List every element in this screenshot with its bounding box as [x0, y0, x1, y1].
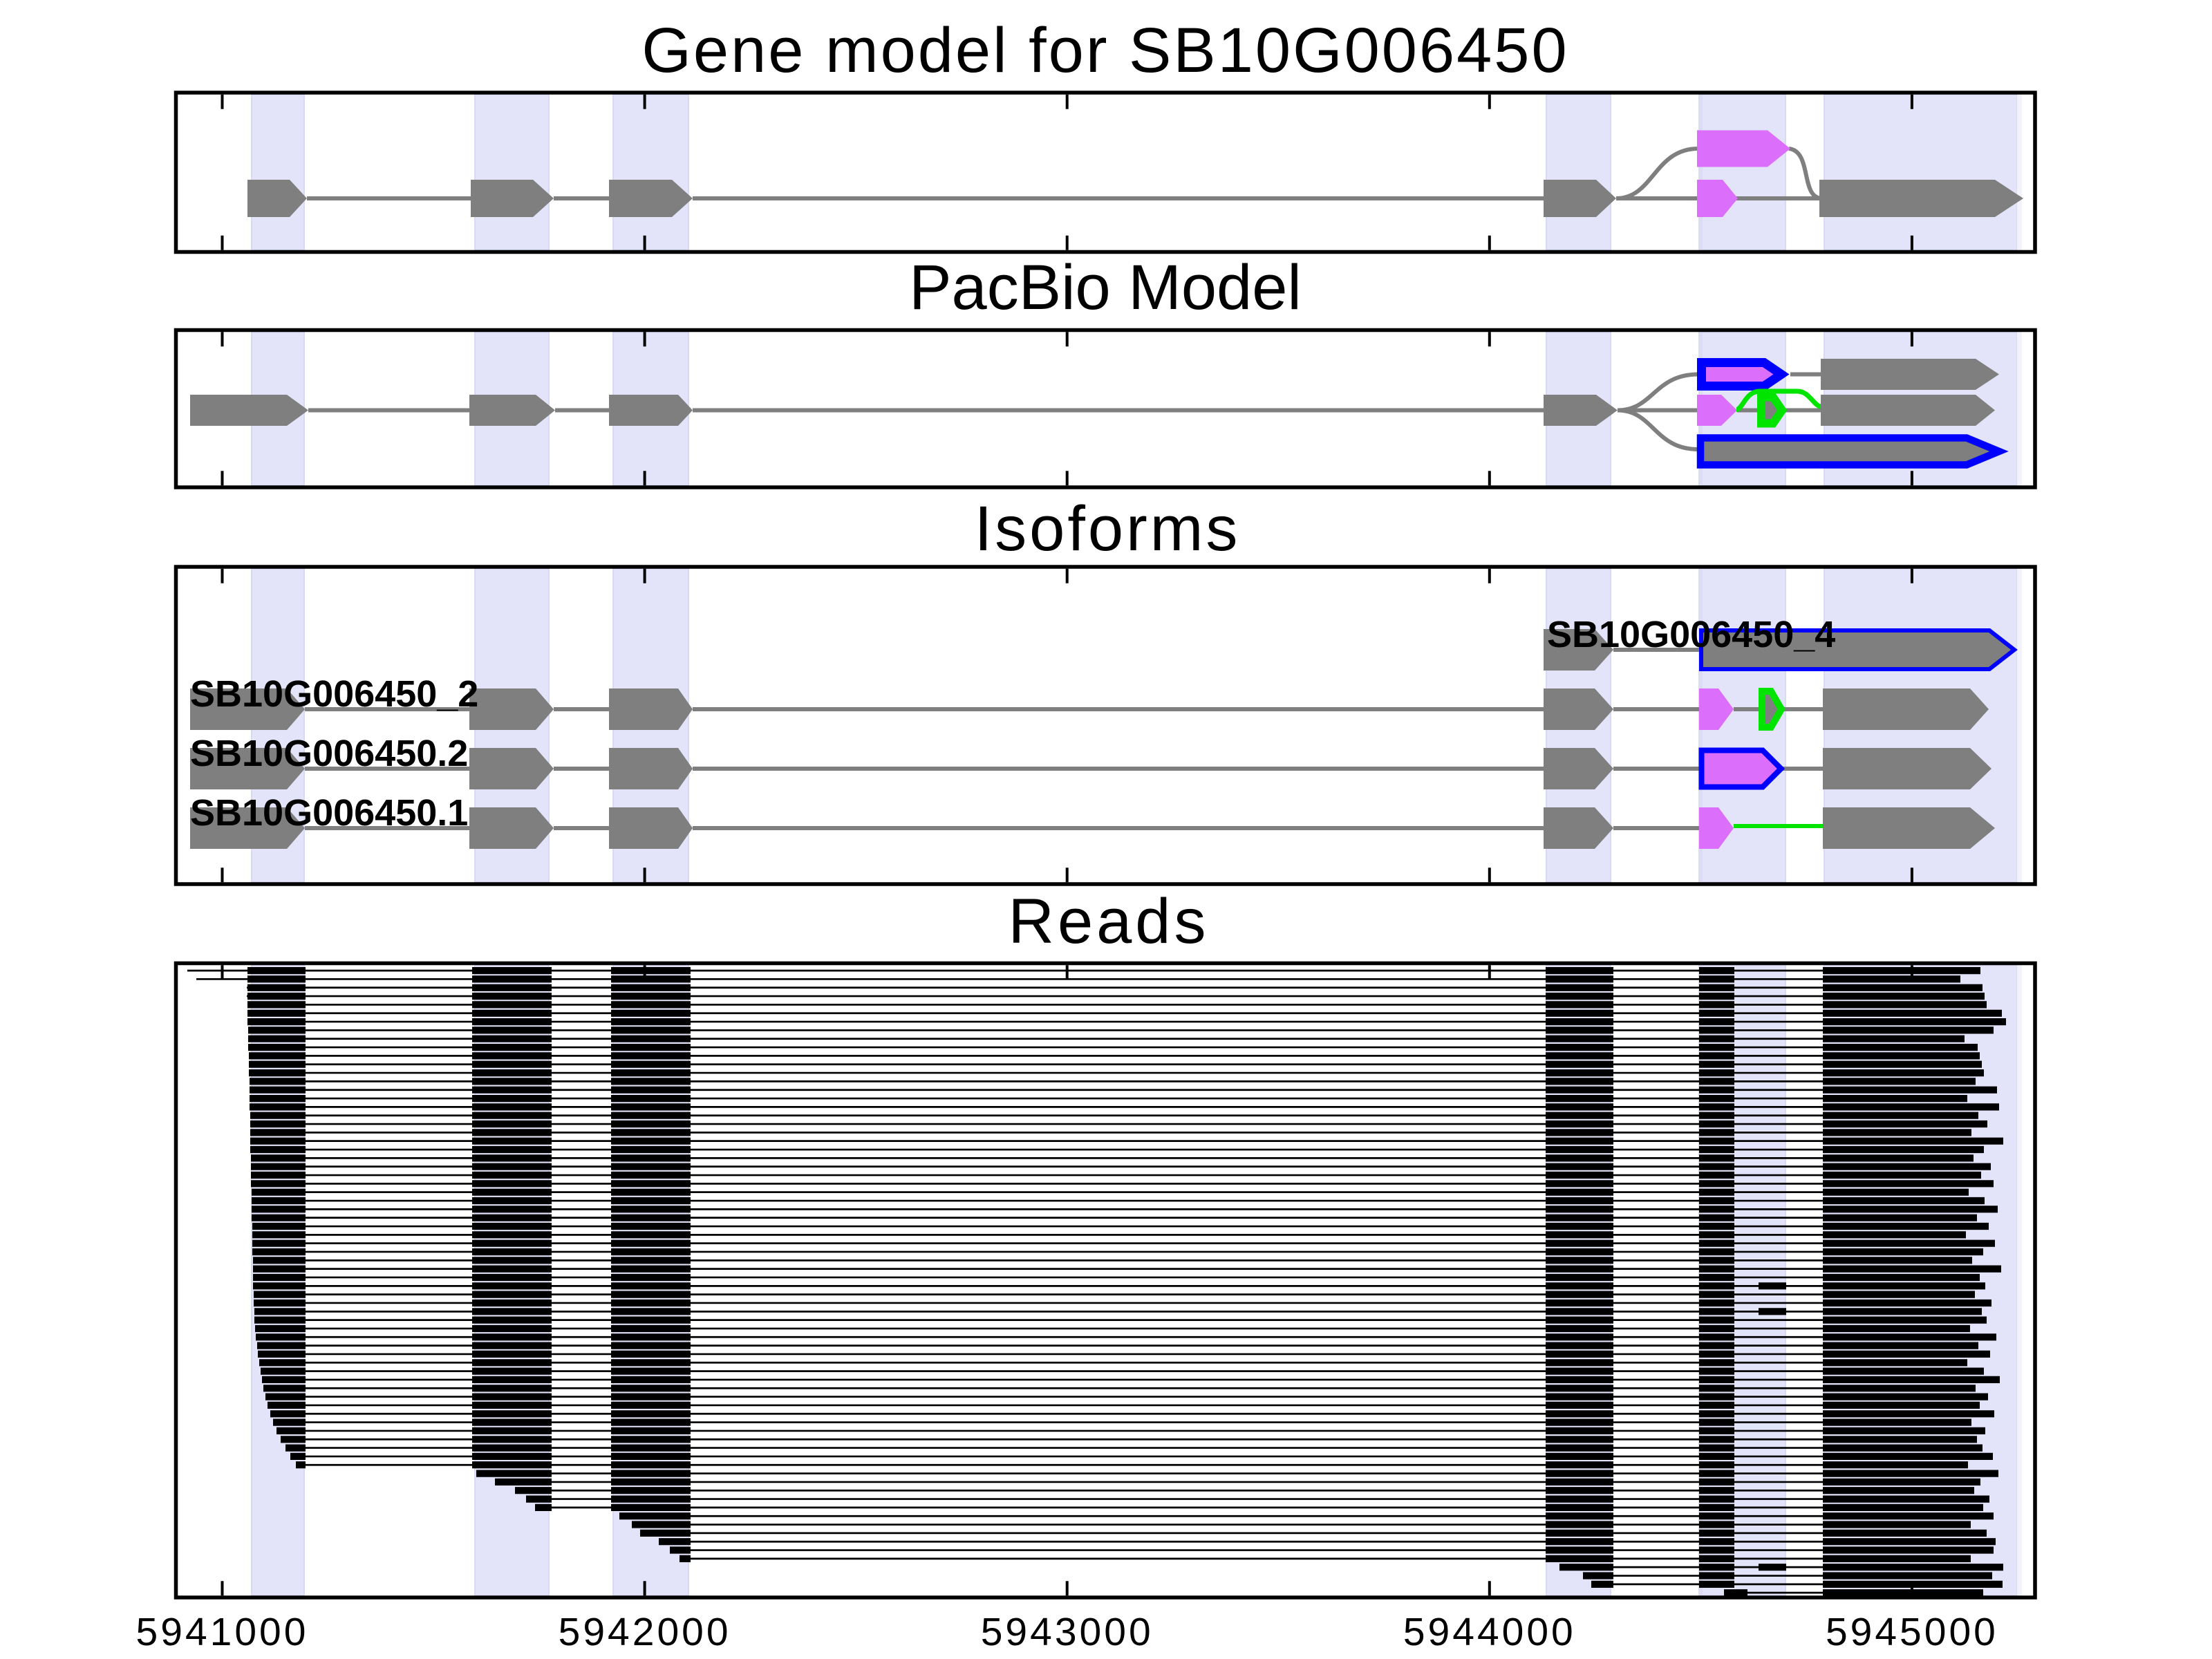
svg-text:Isoforms: Isoforms	[975, 494, 1241, 564]
svg-text:5942000: 5942000	[559, 1610, 731, 1654]
svg-text:PacBio Model: PacBio Model	[909, 252, 1302, 323]
svg-text:Gene model for SB10G006450: Gene model for SB10G006450	[641, 15, 1568, 86]
svg-text:5943000: 5943000	[981, 1610, 1154, 1654]
svg-text:SB10G006450.2: SB10G006450.2	[190, 733, 468, 774]
svg-text:Reads: Reads	[1009, 886, 1210, 957]
svg-text:SB10G006450.1: SB10G006450.1	[190, 792, 468, 834]
svg-text:SB10G006450_2: SB10G006450_2	[190, 673, 478, 715]
svg-text:5945000: 5945000	[1826, 1610, 1998, 1654]
svg-text:SB10G006450_4: SB10G006450_4	[1547, 614, 1835, 655]
svg-text:5941000: 5941000	[136, 1610, 309, 1654]
svg-text:5944000: 5944000	[1403, 1610, 1576, 1654]
